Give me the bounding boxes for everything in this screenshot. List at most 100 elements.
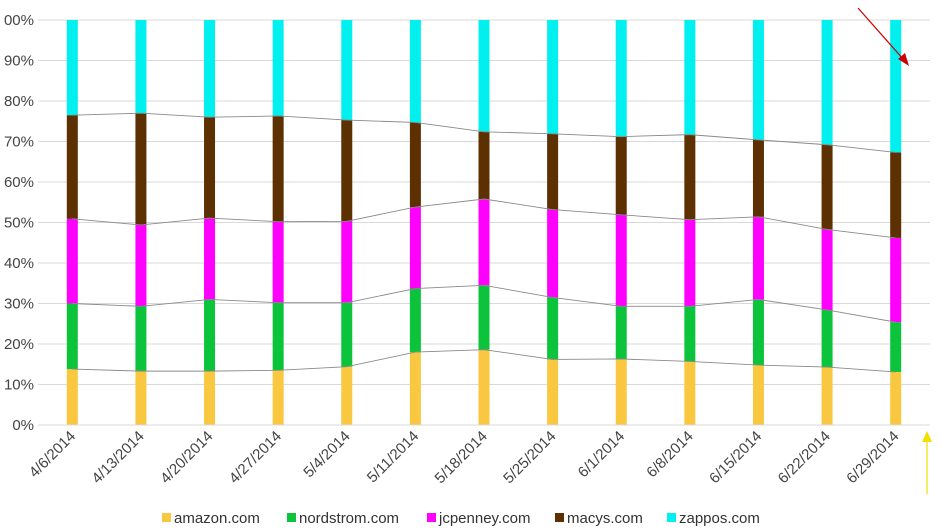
bar-segment-amazon <box>135 371 147 425</box>
bar-segment-nordstrom <box>615 306 627 359</box>
legend-item: zappos.com <box>667 510 760 527</box>
x-tick-label: 5/18/2014 <box>432 428 491 487</box>
legend: amazon.com nordstrom.com jcpenney.com macys… <box>162 510 760 527</box>
bar-segment-amazon <box>684 361 696 425</box>
bar-segment-zappos <box>547 20 559 134</box>
bar-segment-jcpenney <box>821 229 833 310</box>
bar-segment-nordstrom <box>204 299 216 372</box>
legend-swatch <box>287 513 296 522</box>
bar-segment-jcpenney <box>684 219 696 307</box>
red-arrowhead <box>898 53 909 66</box>
bar-segment-macys <box>890 152 902 238</box>
bar-segment-zappos <box>890 20 902 153</box>
bar-segment-zappos <box>66 20 78 116</box>
bar-segment-macys <box>478 131 490 200</box>
bar-segment-nordstrom <box>272 302 284 371</box>
x-axis: 4/6/2014 4/13/2014 4/20/2014 4/27/2014 5/4/2… <box>26 424 930 487</box>
legend-swatch <box>162 513 171 522</box>
legend-item: nordstrom.com <box>287 510 399 527</box>
bar-segment-jcpenney <box>752 216 764 300</box>
legend-swatch <box>555 513 564 522</box>
bar-segment-jcpenney <box>615 214 627 307</box>
bar-segment-nordstrom <box>66 303 78 370</box>
bar-segment-jcpenney <box>478 199 490 286</box>
bar-segment-zappos <box>684 20 696 135</box>
bar-segment-amazon <box>752 365 764 425</box>
x-tick-label: 6/22/2014 <box>775 428 834 487</box>
x-tick-label: 4/6/2014 <box>26 428 79 481</box>
x-tick-label: 6/29/2014 <box>843 428 902 487</box>
bar-segment-amazon <box>821 367 833 425</box>
y-tick-label: 20% <box>4 336 34 353</box>
bar-segment-macys <box>409 122 421 208</box>
bar-segment-nordstrom <box>547 297 559 360</box>
bar-segment-amazon <box>341 366 353 425</box>
bars <box>66 20 902 425</box>
bar-segment-macys <box>615 136 627 215</box>
bar-segment-nordstrom <box>890 322 902 372</box>
bar-segment-zappos <box>272 20 284 116</box>
x-tick-label: 5/11/2014 <box>364 428 422 486</box>
bar-segment-zappos <box>615 20 627 137</box>
bar-segment-nordstrom <box>752 299 764 366</box>
bar-segment-amazon <box>478 349 490 425</box>
legend-label: zappos.com <box>679 510 760 527</box>
bar-segment-nordstrom <box>478 285 490 350</box>
x-tick-label: 6/15/2014 <box>706 428 765 487</box>
x-tick-label: 4/27/2014 <box>226 428 285 487</box>
x-tick-label: 5/25/2014 <box>500 428 559 487</box>
bar-segment-amazon <box>890 371 902 425</box>
x-tick-label: 4/13/2014 <box>89 428 148 487</box>
bar-segment-amazon <box>547 359 559 425</box>
y-tick-label: 30% <box>4 296 34 313</box>
x-tick-label: 5/4/2014 <box>300 428 353 481</box>
legend-label: nordstrom.com <box>299 510 399 527</box>
red-arrow-annotation <box>857 7 905 61</box>
bar-segment-jcpenney <box>341 221 353 303</box>
legend-item: macys.com <box>555 510 643 527</box>
bar-segment-macys <box>135 113 147 225</box>
legend-label: amazon.com <box>174 510 260 527</box>
series-connector-line <box>72 112 896 153</box>
y-tick-label: 70% <box>4 134 34 151</box>
bar-segment-jcpenney <box>135 224 147 307</box>
bar-segment-zappos <box>341 20 353 121</box>
y-tick-label: 10% <box>4 377 34 394</box>
series-connector-lines <box>72 112 896 373</box>
y-tick-label: 0% <box>12 417 34 434</box>
bar-segment-zappos <box>135 20 147 114</box>
bar-segment-jcpenney <box>204 218 216 300</box>
bar-segment-jcpenney <box>409 207 421 289</box>
legend-item: jcpenney.com <box>427 510 530 527</box>
yellow-arrowhead <box>922 431 932 442</box>
y-tick-label: 80% <box>4 93 34 110</box>
bar-segment-amazon <box>204 371 216 425</box>
bar-segment-amazon <box>409 352 421 425</box>
bar-segment-nordstrom <box>821 309 833 368</box>
y-tick-label: 60% <box>4 174 34 191</box>
y-tick-label: 40% <box>4 255 34 272</box>
x-tick-label: 6/1/2014 <box>575 428 628 481</box>
bar-segment-amazon <box>66 369 78 425</box>
bar-segment-nordstrom <box>684 306 696 362</box>
x-tick-label: 4/20/2014 <box>157 428 216 487</box>
bar-segment-zappos <box>752 20 764 140</box>
bar-segment-zappos <box>409 20 421 123</box>
x-tick-label: 6/8/2014 <box>643 428 696 481</box>
bar-segment-zappos <box>821 20 833 145</box>
bar-segment-jcpenney <box>272 221 284 303</box>
series-connector-line <box>72 284 896 323</box>
bar-segment-macys <box>821 144 833 230</box>
y-axis: 0% 10% 20% 30% 40% 50% 60% 70% 80% 90% 00% <box>4 12 34 434</box>
bar-segment-nordstrom <box>409 288 421 353</box>
bar-segment-nordstrom <box>135 306 147 372</box>
bar-segment-macys <box>547 133 559 210</box>
bar-segment-amazon <box>272 370 284 425</box>
legend-label: macys.com <box>567 510 643 527</box>
bar-segment-amazon <box>615 358 627 425</box>
bar-segment-jcpenney <box>547 209 559 298</box>
bar-segment-macys <box>684 134 696 220</box>
bar-segment-macys <box>752 139 764 217</box>
